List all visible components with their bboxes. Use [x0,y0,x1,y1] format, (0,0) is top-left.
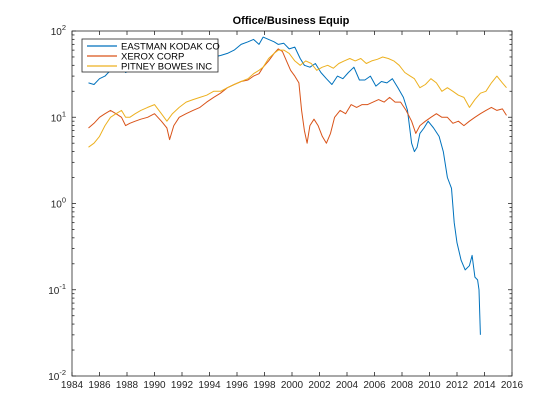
y-tick-label: 100 [51,196,66,211]
x-tick-label: 2012 [446,380,469,391]
x-tick-label: 2006 [363,380,386,391]
x-axis: 1984 1986 1988 1990 1992 1994 1996 1998 2000 2002… [61,31,524,391]
y-tick-label: 101 [51,109,66,124]
x-tick-label: 2016 [501,380,524,391]
x-tick-label: 2002 [308,380,331,391]
y-tick-label: 102 [51,23,66,38]
x-tick-label: 1994 [198,380,221,391]
legend-entry-label: XEROX CORP [121,52,184,63]
x-tick-label: 1986 [88,380,111,391]
y-tick-label: 10-2 [48,368,66,383]
x-tick-label: 1998 [253,380,276,391]
x-tick-label: 1992 [171,380,194,391]
chart-title: Office/Business Equip [233,15,350,27]
series-line-3 [88,49,507,148]
y-axis: 10-2 10-1 100 101 102 [48,23,512,383]
x-tick-label: 1984 [61,380,84,391]
x-tick-label: 2008 [391,380,414,391]
legend-entry-label: PITNEY BOWES INC [121,62,212,73]
y-tick-label: 10-1 [48,282,66,297]
plot-area [72,31,512,376]
x-tick-label: 2014 [473,380,496,391]
x-tick-label: 1996 [226,380,249,391]
x-tick-label: 2010 [418,380,441,391]
series-line-2 [88,48,507,144]
x-tick-label: 2000 [281,380,304,391]
x-tick-label: 2004 [336,380,359,391]
legend-entry-label: EASTMAN KODAK CO [121,42,220,53]
x-tick-label: 1988 [116,380,139,391]
x-tick-label: 1990 [143,380,166,391]
